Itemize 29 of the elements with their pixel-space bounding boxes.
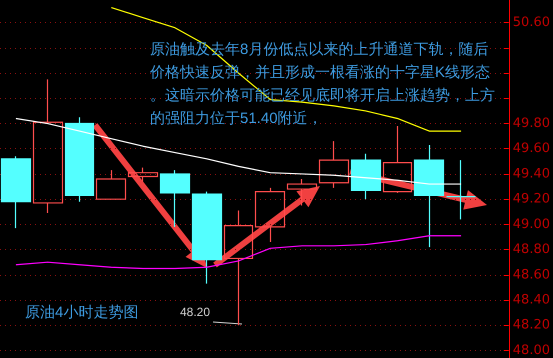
candlestick (224, 210, 254, 326)
candlestick (96, 170, 126, 200)
candlestick (254, 187, 286, 243)
candlestick (350, 153, 382, 200)
candlestick (446, 159, 476, 220)
candlestick (192, 191, 222, 284)
y-tick-label: 48.00 (512, 342, 550, 358)
y-tick-label: 49.60 (512, 141, 550, 156)
y-tick-label: 48.80 (512, 242, 550, 258)
candlestick (32, 78, 64, 214)
candlestick (64, 116, 94, 202)
y-tick-label: 48.40 (512, 292, 550, 308)
y-tick-label: 48.60 (512, 267, 550, 282)
candlestick (382, 125, 412, 194)
y-tick-label: 49.80 (512, 116, 550, 132)
annotation: 原油4小时走势图 (25, 304, 138, 321)
candlestick (0, 156, 32, 229)
annotation: 48.20 (180, 305, 210, 319)
candlestick (286, 178, 318, 206)
y-tick-label: 49.40 (512, 166, 550, 182)
line-series (15, 235, 462, 270)
y-tick-label: 49.20 (512, 192, 550, 207)
candlestick (318, 140, 350, 188)
candlestick (414, 144, 444, 248)
y-tick-label: 48.20 (512, 318, 550, 333)
candlestick (128, 167, 158, 182)
candlestick (160, 170, 190, 228)
y-tick-label: 49.00 (512, 216, 550, 232)
y-tick-label: 50.60 (512, 15, 550, 30)
